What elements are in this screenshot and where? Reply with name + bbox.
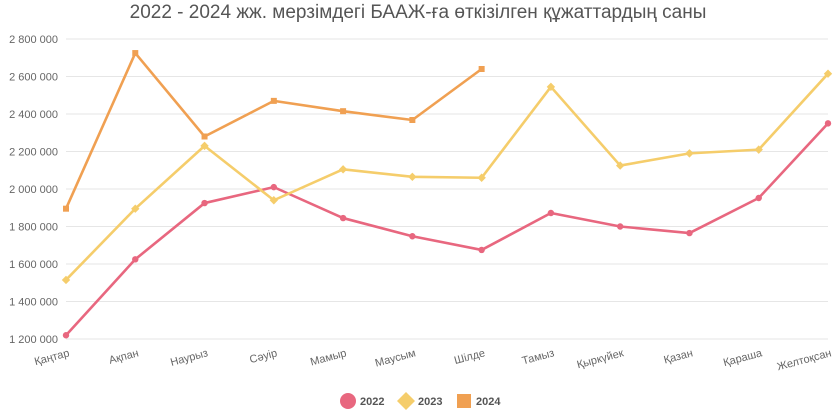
x-tick-label: Желтоқсан: [776, 347, 833, 373]
data-point[interactable]: [478, 66, 485, 72]
series-2022: [62, 120, 832, 339]
data-point[interactable]: [409, 233, 416, 240]
data-point[interactable]: [478, 246, 485, 254]
data-point[interactable]: [270, 97, 277, 104]
x-tick-label: Шілде: [453, 347, 487, 367]
data-point[interactable]: [61, 275, 71, 285]
x-tick-label: Қазан: [662, 347, 694, 366]
data-point[interactable]: [824, 120, 832, 127]
data-point[interactable]: [408, 172, 417, 182]
series-2024: [63, 50, 485, 212]
y-tick-label: 2 000 000: [9, 184, 58, 196]
series-lines: [61, 50, 833, 339]
data-point[interactable]: [201, 199, 208, 207]
data-point[interactable]: [340, 108, 347, 115]
data-point[interactable]: [132, 50, 139, 57]
x-tick-label: Наурыз: [169, 347, 209, 369]
y-axis-ticks: 1 200 000 1 400 000 1 600 000 1 800 000 2 00…: [9, 34, 58, 346]
y-tick-label: 1 400 000: [9, 297, 58, 309]
y-tick-label: 2 600 000: [9, 72, 58, 84]
y-tick-label: 2 200 000: [9, 147, 58, 159]
legend-item-2023[interactable]: 2023: [397, 392, 442, 410]
x-tick-label: Қаңтар: [33, 347, 71, 368]
x-tick-label: Сәуір: [248, 347, 278, 366]
series-2023: [61, 69, 833, 285]
data-point[interactable]: [339, 214, 347, 222]
x-tick-label: Қыркүйек: [576, 347, 625, 371]
y-tick-label: 1 800 000: [9, 222, 58, 234]
legend-item-2024[interactable]: 2024: [457, 394, 501, 408]
data-point[interactable]: [200, 141, 209, 151]
data-point[interactable]: [270, 183, 278, 191]
data-point[interactable]: [409, 117, 416, 123]
legend-swatch: [340, 393, 356, 409]
x-axis-ticks: Қаңтар Ақпан Наурыз Сәуір Мамыр Маусым Шілде Та…: [33, 347, 833, 373]
data-point[interactable]: [269, 196, 279, 205]
data-point[interactable]: [62, 332, 70, 339]
legend: 2022 2023 2024: [340, 392, 501, 410]
data-point[interactable]: [615, 161, 625, 170]
series-line[interactable]: [64, 122, 830, 337]
legend-swatch: [457, 394, 471, 408]
data-point[interactable]: [686, 229, 693, 237]
x-tick-label: Маусым: [374, 347, 417, 369]
data-point[interactable]: [823, 69, 833, 78]
legend-label: 2023: [418, 396, 442, 408]
data-point[interactable]: [685, 149, 694, 158]
x-tick-label: Қараша: [722, 347, 764, 369]
gridlines: [66, 38, 828, 340]
x-tick-label: Тамыз: [521, 347, 556, 367]
chart-title: 2022 - 2024 жж. мерзімдегі БААЖ-ға өткіз…: [129, 2, 707, 23]
data-point[interactable]: [755, 194, 762, 202]
data-point[interactable]: [616, 223, 624, 230]
data-point[interactable]: [754, 145, 763, 154]
y-tick-label: 1 600 000: [9, 259, 58, 271]
legend-label: 2022: [360, 396, 384, 408]
data-point[interactable]: [63, 205, 69, 212]
y-tick-label: 2 400 000: [9, 109, 58, 121]
y-tick-label: 1 200 000: [9, 334, 58, 346]
data-point[interactable]: [547, 209, 555, 217]
series-line[interactable]: [64, 72, 830, 282]
y-tick-label: 2 800 000: [9, 34, 58, 46]
data-point[interactable]: [338, 165, 348, 174]
data-point[interactable]: [132, 256, 139, 263]
data-point[interactable]: [546, 82, 556, 92]
data-point[interactable]: [477, 173, 486, 182]
legend-item-2022[interactable]: 2022: [340, 393, 384, 409]
data-point[interactable]: [201, 133, 208, 140]
x-tick-label: Ақпан: [108, 347, 140, 366]
legend-swatch: [397, 392, 415, 410]
data-point[interactable]: [131, 204, 140, 213]
legend-label: 2024: [476, 396, 501, 408]
x-tick-label: Мамыр: [309, 347, 348, 368]
